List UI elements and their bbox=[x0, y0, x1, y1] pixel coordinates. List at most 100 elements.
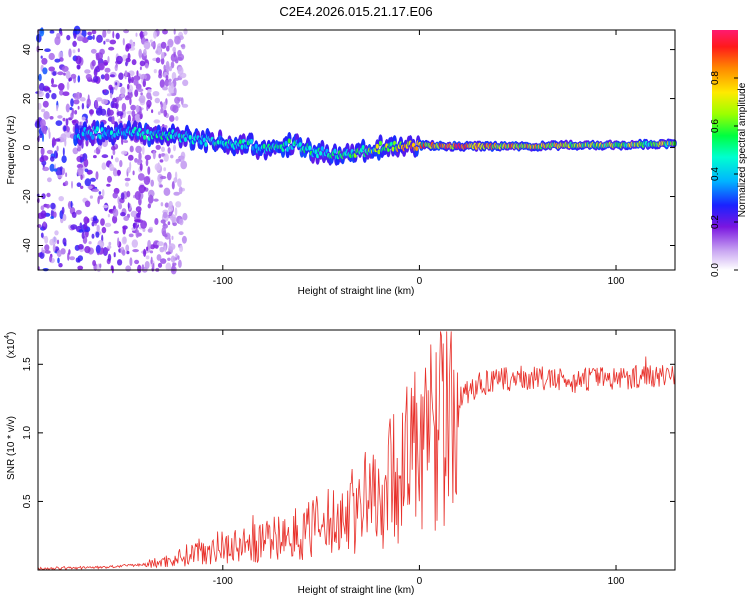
heatmap-cell bbox=[178, 186, 183, 195]
heatmap-cell bbox=[125, 244, 130, 252]
heatmap-cell bbox=[164, 78, 170, 87]
heatmap-cell bbox=[93, 149, 97, 153]
heatmap-cell bbox=[161, 226, 167, 236]
heatmap-cell bbox=[41, 125, 47, 134]
heatmap-cell bbox=[254, 143, 258, 149]
heatmap-cell bbox=[97, 196, 100, 205]
heatmap-cell bbox=[92, 34, 95, 40]
heatmap-cell bbox=[111, 155, 114, 160]
heatmap-cell bbox=[77, 75, 81, 83]
heatmap-cell bbox=[102, 204, 109, 209]
heatmap-cell bbox=[113, 252, 116, 258]
heatmap-cell bbox=[91, 29, 97, 35]
heatmap-cell bbox=[178, 231, 184, 236]
heatmap-cell bbox=[125, 182, 129, 187]
heatmap-cell bbox=[139, 163, 143, 171]
heatmap-cell bbox=[333, 148, 337, 154]
heatmap-cell bbox=[47, 127, 51, 134]
heatmap-cell bbox=[96, 224, 100, 233]
heatmap-cell bbox=[124, 177, 131, 182]
heatmap-cell bbox=[204, 142, 208, 147]
heatmap-cell bbox=[142, 78, 146, 88]
heatmap-cell bbox=[51, 78, 54, 85]
heatmap-cell bbox=[81, 102, 85, 110]
heatmap-cell bbox=[169, 115, 175, 122]
heatmap-cell bbox=[161, 153, 166, 156]
heatmap-cell bbox=[137, 88, 144, 92]
heatmap-cell bbox=[54, 36, 61, 46]
heatmap-cell bbox=[172, 222, 177, 227]
heatmap-cell bbox=[76, 36, 84, 42]
heatmap-cell bbox=[55, 138, 61, 142]
heatmap-cell bbox=[126, 250, 130, 255]
heatmap-cell bbox=[45, 204, 51, 209]
heatmap-cell bbox=[147, 166, 151, 175]
heatmap-cell bbox=[40, 232, 44, 238]
heatmap-cell bbox=[103, 40, 106, 45]
heatmap-cell bbox=[49, 116, 54, 120]
heatmap-cell bbox=[138, 48, 142, 58]
heatmap-cell bbox=[61, 206, 65, 215]
snr-x-ticks: -100 0 100 bbox=[213, 330, 625, 587]
y-tick-label: 40 bbox=[22, 44, 33, 56]
heatmap-cell bbox=[70, 200, 73, 208]
heatmap-cell bbox=[160, 102, 164, 109]
heatmap-cell bbox=[158, 69, 162, 76]
heatmap-cell bbox=[377, 149, 381, 155]
heatmap-cell bbox=[49, 163, 55, 172]
heatmap-cell bbox=[180, 160, 188, 170]
heatmap-cell bbox=[164, 245, 167, 253]
heatmap-cell bbox=[84, 69, 91, 74]
heatmap-cell bbox=[138, 152, 142, 161]
heatmap-cell bbox=[140, 30, 143, 40]
heatmap-cell bbox=[39, 119, 46, 128]
snr-series-line bbox=[37, 331, 676, 571]
heatmap-cell bbox=[179, 218, 184, 226]
heatmap-cell bbox=[108, 84, 113, 91]
heatmap-cell bbox=[68, 48, 72, 58]
snr-y-axis-label: SNR (10 * v/v) bbox=[6, 416, 17, 480]
heatmap-cell bbox=[60, 31, 63, 36]
heatmap-cell bbox=[101, 162, 107, 170]
heatmap-cell bbox=[56, 239, 60, 245]
heatmap-cell bbox=[160, 175, 167, 180]
heatmap-cell bbox=[70, 98, 74, 107]
snr-scale-prefix: (x10 bbox=[6, 338, 17, 358]
heatmap-cell bbox=[65, 172, 68, 177]
heatmap-cell bbox=[76, 182, 82, 187]
heatmap-cell bbox=[58, 196, 64, 202]
heatmap-cell bbox=[109, 39, 117, 45]
heatmap-cell bbox=[84, 178, 92, 187]
heatmap-cell bbox=[147, 88, 152, 93]
heatmap-cell bbox=[127, 83, 130, 90]
heatmap-cell bbox=[166, 45, 170, 52]
heatmap-cell bbox=[122, 226, 126, 235]
heatmap-cell bbox=[132, 170, 135, 176]
heatmap-cell bbox=[125, 45, 130, 52]
heatmap-cell bbox=[63, 125, 67, 132]
heatmap-cell bbox=[172, 105, 179, 114]
heatmap-cell bbox=[92, 188, 99, 193]
heatmap-cell bbox=[415, 146, 419, 152]
heatmap-cell bbox=[53, 211, 57, 218]
heatmap-cell bbox=[170, 61, 175, 69]
heatmap-cell bbox=[39, 251, 45, 259]
heatmap-cell bbox=[106, 183, 111, 187]
heatmap-cell bbox=[171, 216, 177, 223]
heatmap-cell bbox=[89, 195, 93, 199]
heatmap-cell bbox=[112, 97, 117, 103]
heatmap-cell bbox=[126, 190, 131, 198]
heatmap-cell bbox=[101, 154, 109, 159]
heatmap-cell bbox=[128, 75, 131, 84]
heatmap-cell bbox=[83, 216, 89, 225]
heatmap-cell bbox=[145, 255, 150, 260]
snr-plot-area bbox=[38, 330, 675, 570]
figure-title: C2E4.2026.015.21.17.E06 bbox=[279, 4, 432, 19]
heatmap-cell bbox=[165, 262, 172, 271]
heatmap-cell bbox=[130, 210, 138, 218]
heatmap-cell bbox=[84, 168, 89, 173]
heatmap-cell bbox=[174, 35, 181, 45]
heatmap-cell bbox=[39, 133, 43, 138]
heatmap-cell bbox=[89, 109, 94, 115]
